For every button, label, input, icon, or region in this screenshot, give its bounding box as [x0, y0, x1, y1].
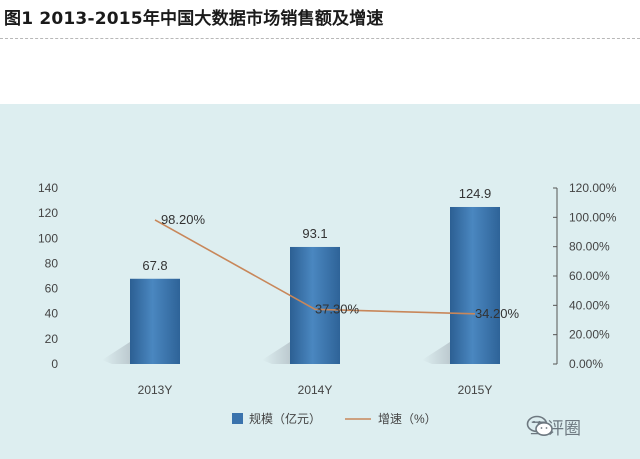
legend-swatch-bar	[232, 413, 243, 424]
y-right-tick-label: 40.00%	[569, 298, 610, 312]
title-divider	[0, 38, 640, 39]
bar-value-label: 93.1	[302, 226, 327, 241]
y-left-tick-label: 100	[38, 231, 58, 245]
bar-shadow	[102, 342, 130, 364]
watermark: 工评圈	[526, 414, 581, 439]
bar-shadow	[262, 342, 290, 364]
y-left-tick-label: 20	[45, 332, 59, 346]
bar	[130, 278, 180, 364]
growth-line	[154, 219, 476, 315]
chart-title: 图1 2013-2015年中国大数据市场销售额及增速	[4, 9, 384, 29]
y-right-tick-label: 80.00%	[569, 240, 610, 254]
wechat-icon	[526, 415, 553, 436]
y-right-tick-label: 0.00%	[569, 357, 603, 371]
legend-label-line: 增速（%）	[378, 412, 437, 426]
y-right-tick-label: 100.00%	[569, 210, 617, 224]
legend-label-bar: 规模（亿元）	[249, 411, 321, 426]
x-tick-label: 2013Y	[138, 383, 173, 397]
y-left-tick-label: 60	[45, 282, 59, 296]
line-value-label: 98.20%	[161, 212, 206, 227]
y-right-tick-label: 120.00%	[569, 181, 617, 195]
bar	[290, 246, 340, 364]
line-value-label: 37.30%	[315, 301, 360, 316]
bar-shadow	[422, 342, 450, 364]
bar-value-label: 124.9	[459, 186, 492, 201]
y-left-tick-label: 80	[45, 256, 59, 270]
bar	[450, 206, 500, 364]
bar-value-label: 67.8	[142, 258, 167, 273]
y-left-tick-label: 140	[38, 181, 58, 195]
line-value-label: 34.20%	[475, 306, 520, 321]
y-left-tick-label: 40	[45, 307, 59, 321]
y-left-tick-label: 120	[38, 206, 58, 220]
y-right-tick-label: 20.00%	[569, 328, 610, 342]
y-left-tick-label: 0	[51, 357, 58, 371]
x-tick-label: 2014Y	[298, 383, 333, 397]
y-right-tick-label: 60.00%	[569, 269, 610, 283]
x-tick-label: 2015Y	[458, 383, 493, 397]
